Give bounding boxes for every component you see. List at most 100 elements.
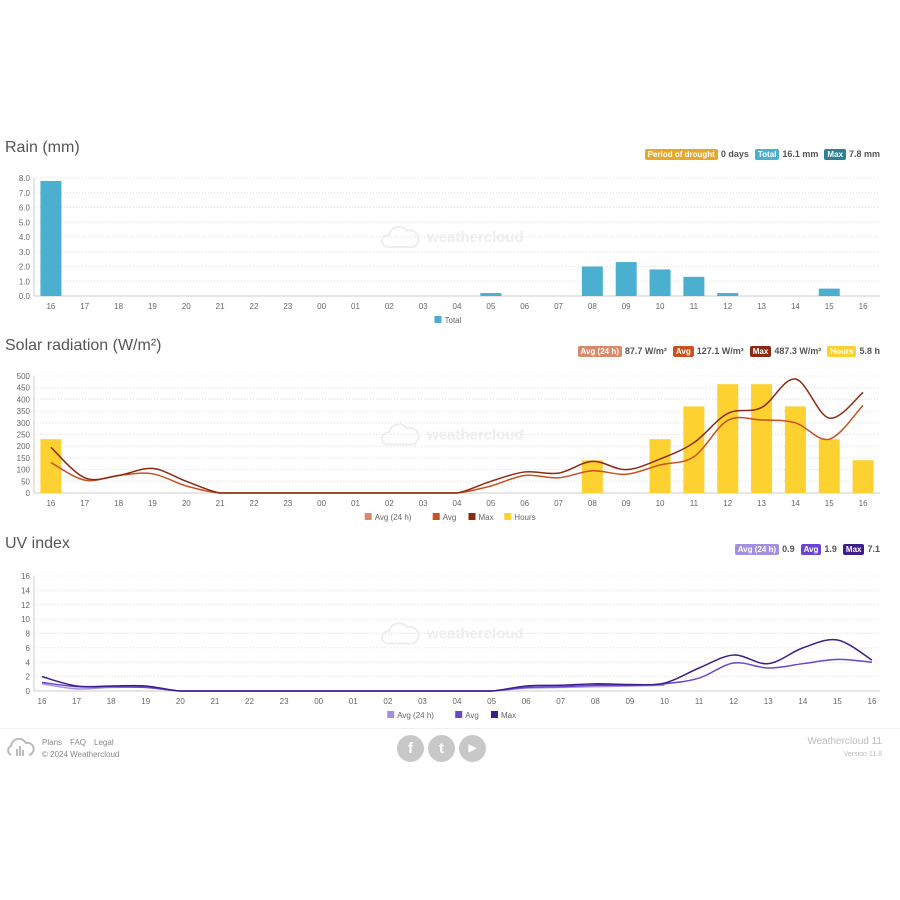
x-tick-label: 12 (729, 697, 738, 706)
x-tick-label: 14 (791, 499, 800, 508)
uv-badge-value: 0.9 (782, 544, 795, 554)
x-tick-label: 18 (114, 499, 123, 508)
x-tick-label: 21 (210, 697, 219, 706)
x-tick-label: 23 (283, 499, 292, 508)
watermark: weathercloud (426, 626, 524, 643)
y-tick-label: 2 (26, 673, 31, 682)
rain-bar (581, 266, 603, 296)
y-tick-label: 10 (21, 615, 30, 624)
uv-line-max (41, 638, 873, 692)
solar-badge-value: 127.1 W/m² (696, 346, 744, 356)
facebook-icon[interactable]: f (397, 735, 424, 762)
y-tick-label: 0.0 (19, 292, 31, 301)
solar-badge-label: Max (749, 346, 772, 357)
uv-badges: Avg (24 h) 0.9 Avg 1.9 Max 7.1 (729, 544, 880, 555)
legend-swatch (455, 711, 463, 718)
x-tick-label: 07 (554, 499, 563, 508)
x-tick-label: 12 (723, 499, 732, 508)
x-tick-label: 15 (825, 302, 834, 311)
x-tick-label: 09 (622, 499, 631, 508)
plans-link[interactable]: Plans (42, 738, 63, 747)
legend-swatch (468, 513, 476, 520)
twitter-icon[interactable]: t (428, 735, 455, 762)
legend-label: Max (479, 513, 494, 522)
x-tick-label: 06 (520, 302, 529, 311)
solar-bar (581, 460, 603, 493)
x-tick-label: 05 (487, 697, 496, 706)
x-tick-label: 13 (764, 697, 773, 706)
uv-badge-label: Avg (800, 544, 822, 555)
x-tick-label: 16 (46, 499, 55, 508)
y-tick-label: 0 (26, 489, 31, 498)
solar-bar (751, 384, 773, 493)
x-tick-label: 19 (148, 302, 157, 311)
y-tick-label: 400 (17, 395, 31, 404)
footer-links: Plans FAQ Legal (42, 738, 122, 747)
x-tick-label: 00 (317, 499, 326, 508)
y-tick-label: 200 (17, 442, 31, 451)
x-tick-label: 05 (486, 499, 495, 508)
x-tick-label: 13 (757, 302, 766, 311)
solar-title: Solar radiation (W/m²) (5, 337, 162, 354)
legend-swatch (434, 316, 442, 323)
legend-swatch (491, 711, 498, 718)
x-tick-label: 11 (695, 697, 704, 706)
x-tick-label: 08 (588, 302, 597, 311)
legend-label: Avg (443, 513, 457, 522)
x-tick-label: 19 (148, 499, 157, 508)
y-tick-label: 8.0 (19, 174, 31, 183)
x-tick-label: 13 (757, 499, 766, 508)
rain-badge-label: Period of drought (644, 149, 718, 160)
solar-bar (649, 439, 671, 493)
legend-swatch (504, 513, 512, 520)
x-tick-label: 22 (245, 697, 254, 706)
y-tick-label: 250 (17, 431, 31, 440)
x-tick-label: 22 (250, 302, 259, 311)
x-tick-label: 04 (453, 697, 462, 706)
rain-badges: Period of drought 0 days Total 16.1 mm Max 7.… (639, 149, 880, 160)
y-tick-label: 12 (21, 601, 30, 610)
x-tick-label: 08 (591, 697, 600, 706)
x-tick-label: 04 (453, 499, 462, 508)
legend-label: Hours (514, 513, 535, 522)
x-tick-label: 17 (80, 499, 89, 508)
x-tick-label: 23 (280, 697, 289, 706)
y-tick-label: 3.0 (19, 248, 31, 257)
rain-bar (717, 293, 739, 296)
uv-badge-label: Avg (24 h) (734, 544, 780, 555)
faq-link[interactable]: FAQ (70, 738, 87, 747)
copyright: © 2024 Weathercloud (42, 750, 120, 759)
uv-line-avg (41, 658, 873, 692)
x-tick-label: 06 (522, 697, 531, 706)
youtube-icon[interactable]: ▶ (459, 735, 486, 762)
legal-link[interactable]: Legal (94, 738, 114, 747)
y-tick-label: 350 (17, 407, 31, 416)
rain-badge-value: 0 days (720, 149, 749, 159)
x-tick-label: 19 (141, 697, 150, 706)
rain-bar (480, 293, 502, 296)
x-tick-label: 04 (453, 302, 462, 311)
x-tick-label: 03 (418, 697, 427, 706)
x-tick-label: 17 (80, 302, 89, 311)
x-tick-label: 14 (798, 697, 807, 706)
y-tick-label: 5.0 (19, 218, 31, 227)
x-tick-label: 21 (216, 302, 225, 311)
x-tick-label: 20 (176, 697, 185, 706)
legend-swatch (364, 513, 372, 520)
x-tick-label: 05 (486, 302, 495, 311)
solar-badge-label: Hours (827, 346, 857, 357)
y-tick-label: 2.0 (19, 263, 31, 272)
y-tick-label: 100 (17, 466, 31, 475)
rain-chart: 0.0 1.0 2.0 3.0 4.0 5.0 6.0 7.0 8.0 16 17 18 19 20 21 2… (19, 174, 880, 325)
x-tick-label: 02 (385, 302, 394, 311)
rain-badge-value: 16.1 mm (782, 149, 819, 159)
rain-badge-value: 7.8 mm (848, 149, 880, 159)
y-tick-label: 6 (26, 644, 31, 653)
y-tick-label: 8 (26, 630, 31, 639)
y-tick-label: 4 (26, 658, 31, 667)
legend-swatch (432, 513, 440, 520)
y-tick-label: 4.0 (19, 233, 31, 242)
x-tick-label: 22 (250, 499, 259, 508)
x-tick-label: 00 (314, 697, 323, 706)
